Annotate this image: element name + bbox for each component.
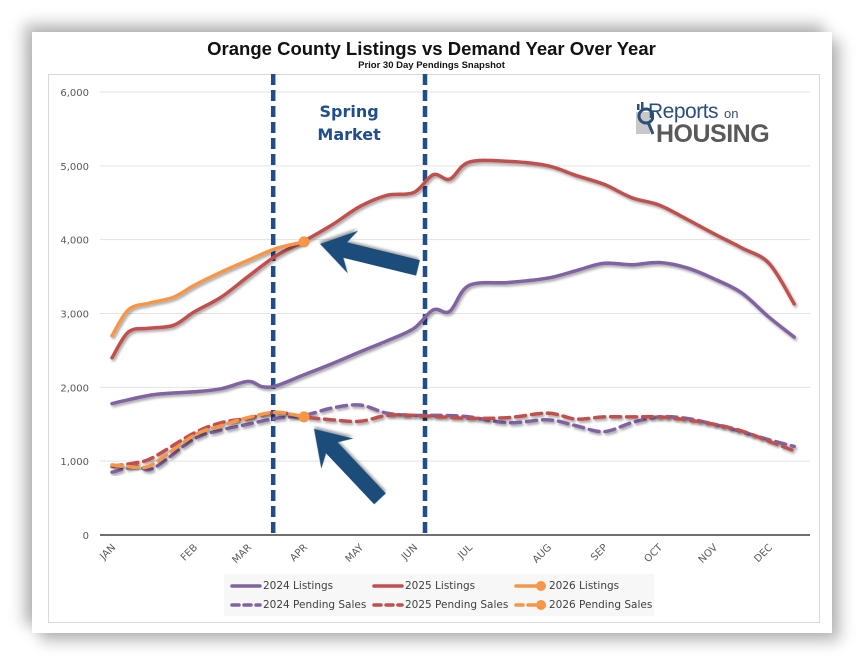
- legend-label: 2024 Pending Sales: [263, 599, 367, 611]
- chart-subtitle: Prior 30 Day Pendings Snapshot: [358, 60, 505, 71]
- legend-label: 2025 Listings: [405, 580, 476, 592]
- magnifier-logo-icon: [636, 102, 654, 135]
- legend-swatch-solid-purple: [230, 584, 262, 588]
- x-tick-label: MAY: [344, 542, 367, 565]
- legend-swatch-solid-orange-marker: [514, 581, 546, 591]
- legend-swatch-dashed-purple: [230, 603, 262, 607]
- x-tick-label: JAN: [98, 542, 119, 563]
- x-tick-label: FEB: [179, 542, 200, 563]
- spring-label-line2: Market: [317, 125, 381, 144]
- logo-reports-text: Reports: [648, 100, 719, 123]
- pending-arrow-shape: [314, 428, 386, 505]
- legend-label: 2025 Pending Sales: [405, 599, 509, 611]
- y-tick-label: 6,000: [60, 88, 89, 99]
- y-tick-label: 4,000: [60, 236, 89, 247]
- legend-item-2026-listings[interactable]: 2026 Listings: [514, 578, 619, 594]
- legend-label: 2026 Listings: [549, 580, 620, 592]
- x-tick-label: AUG: [531, 542, 554, 565]
- x-tick-label: SEP: [589, 542, 610, 563]
- x-tick-label: MAR: [230, 542, 254, 566]
- series-marker-2026-listings: [298, 236, 310, 248]
- legend-item-2024-listings[interactable]: 2024 Listings: [230, 578, 333, 594]
- y-tick-label: 2,000: [60, 383, 89, 394]
- chart-legend: 2024 Listings 2025 Listings 2026 Listing…: [224, 574, 654, 616]
- logo-on-text: on: [724, 106, 739, 121]
- y-tick-label: 3,000: [60, 310, 89, 321]
- legend-swatch-dashed-red: [372, 603, 404, 607]
- y-axis: 0 1,000 2,000 3,000 4,000 5,000 6,000: [60, 88, 89, 542]
- logo-housing-text: HOUSING: [656, 120, 770, 148]
- reports-on-housing-logo: Reports on HOUSING: [634, 100, 774, 150]
- pending-arrow: [314, 428, 386, 505]
- x-tick-label: JUN: [399, 542, 420, 563]
- y-tick-label: 5,000: [60, 162, 89, 173]
- series-line-2024-pending-sales: [110, 403, 796, 474]
- y-tick-label: 1,000: [60, 457, 89, 468]
- annotation-arrows: [314, 230, 420, 505]
- x-tick-label: APR: [288, 542, 310, 564]
- chart-title: Orange County Listings vs Demand Year Ov…: [207, 38, 656, 59]
- legend-label: 2026 Pending Sales: [549, 599, 653, 611]
- y-tick-label: 0: [83, 531, 89, 542]
- listings-arrow-shape: [320, 230, 420, 276]
- series-line-2026-listings: [110, 240, 306, 338]
- series-line-2025-listings: [110, 158, 796, 360]
- legend-swatch-dashed-orange-marker: [514, 600, 546, 610]
- spring-label-line1: Spring: [319, 102, 378, 121]
- series-line-2024-listings: [110, 260, 796, 406]
- x-tick-label: NOV: [697, 542, 720, 565]
- legend-item-2025-listings[interactable]: 2025 Listings: [372, 578, 475, 594]
- series-marker-2026-pending-sales: [298, 411, 310, 423]
- series-line-2025-pending-sales: [110, 410, 796, 469]
- legend-item-2024-pending[interactable]: 2024 Pending Sales: [230, 597, 366, 613]
- legend-swatch-solid-red: [372, 584, 404, 588]
- legend-label: 2024 Listings: [263, 580, 334, 592]
- x-tick-label: JUL: [455, 542, 475, 562]
- gridlines: [100, 91, 810, 536]
- series-line-2026-pending-sales: [110, 410, 306, 470]
- legend-item-2025-pending[interactable]: 2025 Pending Sales: [372, 597, 508, 613]
- series-lines: [110, 158, 796, 474]
- x-tick-label: DEC: [752, 542, 775, 565]
- x-tick-label: OCT: [643, 542, 666, 565]
- legend-item-2026-pending[interactable]: 2026 Pending Sales: [514, 597, 652, 613]
- x-axis: JAN FEB MAR APR MAY JUN JUL AUG SEP OCT NOV DEC: [98, 542, 776, 566]
- listings-arrow: [320, 230, 420, 276]
- spring-market-lines: [270, 74, 428, 538]
